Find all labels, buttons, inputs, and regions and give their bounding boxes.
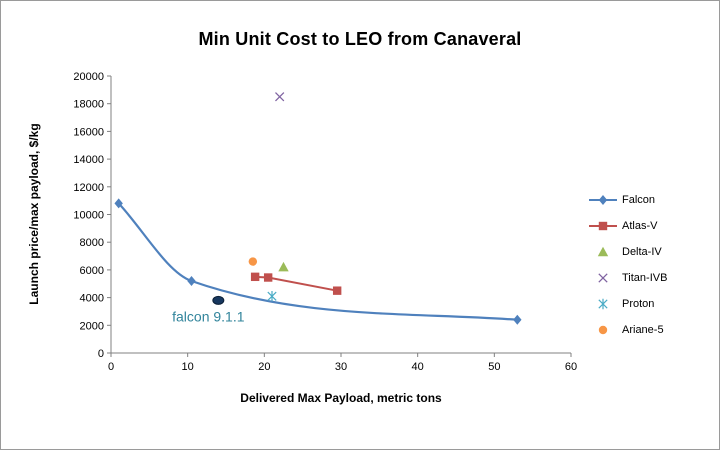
asterisk-marker-icon (598, 298, 608, 310)
legend-label: Falcon (622, 194, 656, 206)
triangle-marker-icon (597, 246, 609, 257)
svg-text:20: 20 (258, 361, 270, 373)
series-titan-ivb (275, 92, 285, 102)
legend-label: Ariane-5 (622, 324, 664, 336)
x-axis: 0 10 20 30 40 50 60 (108, 352, 577, 373)
svg-text:16000: 16000 (73, 126, 104, 138)
svg-text:0: 0 (98, 348, 104, 360)
svg-text:14000: 14000 (73, 154, 104, 166)
chart-title: Min Unit Cost to LEO from Canaveral (198, 29, 522, 49)
legend-label: Delta-IV (622, 246, 662, 258)
svg-text:4000: 4000 (80, 293, 104, 305)
annotation-falcon-9-1-1: falcon 9.1.1 (172, 295, 245, 324)
svg-text:20000: 20000 (73, 71, 104, 83)
plot-area: 0 2000 4000 6000 8000 10000 12000 14000 16000 180… (73, 71, 577, 373)
svg-text:30: 30 (335, 361, 347, 373)
legend-item-falcon: Falcon (589, 187, 667, 213)
series-proton (267, 291, 277, 302)
legend-label: Titan-IVB (622, 272, 668, 284)
circle-marker-icon (598, 325, 608, 335)
square-marker-icon (589, 221, 617, 231)
series-delta-iv (278, 261, 289, 272)
svg-text:0: 0 (108, 361, 114, 373)
svg-text:18000: 18000 (73, 99, 104, 111)
svg-text:40: 40 (412, 361, 424, 373)
svg-text:6000: 6000 (80, 265, 104, 277)
legend-item-atlas-v: Atlas-V (589, 213, 667, 239)
series-falcon (114, 198, 522, 325)
legend-item-titan-ivb: Titan-IVB (589, 265, 667, 291)
x-axis-title: Delivered Max Payload, metric tons (240, 391, 442, 405)
annotation-marker (212, 295, 225, 305)
legend-item-delta-iv: Delta-IV (589, 239, 667, 265)
legend-label: Proton (622, 298, 655, 310)
svg-text:12000: 12000 (73, 182, 104, 194)
legend: Falcon Atlas-V Delta-IV Titan-IVB Proton Aria… (589, 187, 667, 343)
legend-item-proton: Proton (589, 291, 667, 317)
series-atlas-v (250, 272, 342, 295)
svg-text:60: 60 (565, 361, 577, 373)
legend-label: Atlas-V (622, 220, 658, 232)
annotation-label: falcon 9.1.1 (172, 308, 245, 324)
legend-item-ariane-5: Ariane-5 (589, 317, 667, 343)
series-ariane-5 (248, 257, 258, 266)
svg-text:10: 10 (182, 361, 194, 373)
svg-text:8000: 8000 (80, 237, 104, 249)
svg-text:2000: 2000 (80, 320, 104, 332)
y-axis: 0 2000 4000 6000 8000 10000 12000 14000 16000 180… (73, 71, 112, 360)
x-marker-icon (598, 273, 608, 283)
diamond-marker-icon (589, 195, 617, 205)
svg-text:10000: 10000 (73, 210, 104, 222)
svg-text:50: 50 (488, 361, 500, 373)
